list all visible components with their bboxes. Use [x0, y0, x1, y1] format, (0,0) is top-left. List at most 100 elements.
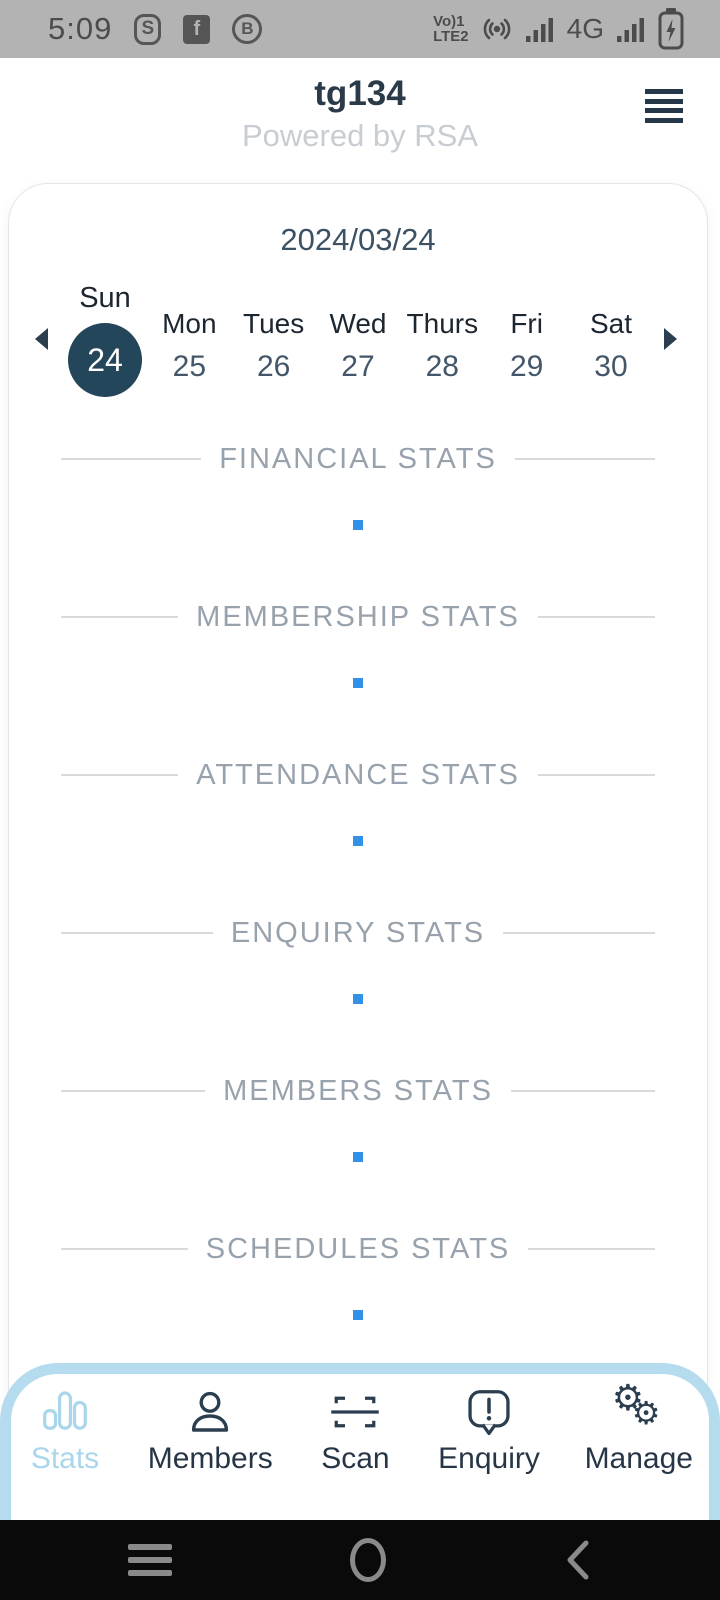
- battery-charging-icon: [658, 8, 684, 50]
- nav-item-enquiry[interactable]: Enquiry: [438, 1386, 540, 1476]
- loading-spinner: [353, 520, 363, 530]
- divider-line: [61, 616, 179, 618]
- stats-card: 2024/03/24 Sun 24 Mon 25 Tues 26 Wed: [8, 183, 708, 1543]
- nav-label-scan: Scan: [321, 1442, 390, 1475]
- volte-line1: Vo)1: [433, 13, 465, 30]
- selected-day-circle: 24: [68, 323, 142, 397]
- gear-glyph: ⚙: [611, 1378, 645, 1419]
- nav-item-scan[interactable]: Scan: [317, 1386, 393, 1476]
- volte-line2: LTE2: [433, 28, 469, 45]
- section-header: ATTENDANCE STATS: [9, 758, 707, 792]
- section-attendance-stats: ATTENDANCE STATS: [9, 758, 707, 916]
- week-days: Sun 24 Mon 25 Tues 26 Wed 27 Thurs 28: [9, 282, 707, 397]
- divider-line: [61, 1248, 188, 1250]
- recents-button[interactable]: [128, 1544, 172, 1576]
- volte-indicator: Vo)1 LTE2: [433, 14, 469, 44]
- day-name: Mon: [162, 308, 217, 339]
- divider-line: [61, 458, 202, 460]
- day-name: Thurs: [406, 308, 479, 339]
- section-title: MEMBERSHIP STATS: [196, 600, 520, 633]
- day-cell-monday[interactable]: Mon 25: [149, 282, 229, 397]
- section-title: ENQUIRY STATS: [230, 916, 486, 949]
- divider-line: [528, 1248, 656, 1250]
- divider-line: [514, 458, 656, 460]
- notification-b-icon: B: [232, 14, 263, 44]
- section-membership-stats: MEMBERSHIP STATS: [9, 600, 707, 758]
- home-button[interactable]: [350, 1538, 386, 1582]
- section-title: ATTENDANCE STATS: [196, 758, 520, 791]
- hotspot-icon: [481, 13, 513, 45]
- day-name: Wed: [329, 308, 387, 339]
- divider-line: [503, 932, 656, 934]
- section-title: FINANCIAL STATS: [219, 442, 497, 475]
- app-subtitle: Powered by RSA: [241, 118, 479, 153]
- person-icon: [186, 1386, 234, 1438]
- network-type-label: 4G: [566, 13, 604, 44]
- nav-item-manage[interactable]: ⚙ ⚙ Manage: [584, 1378, 693, 1476]
- divider-line: [61, 932, 213, 934]
- back-button[interactable]: [564, 1538, 592, 1582]
- day-number: 27: [341, 350, 375, 383]
- status-bar: 5:09 S f B Vo)1 LTE2: [0, 0, 720, 58]
- bottom-navigation-bar: Stats Members Scan: [0, 1363, 720, 1520]
- hamburger-menu-button[interactable]: [645, 89, 683, 123]
- clock: 5:09: [48, 11, 113, 46]
- loading-spinner: [353, 1152, 363, 1162]
- day-cell-tuesday[interactable]: Tues 26: [234, 282, 314, 397]
- section-header: FINANCIAL STATS: [9, 442, 707, 476]
- day-cell-wednesday[interactable]: Wed 27: [318, 282, 398, 397]
- signal-bars-icon: [525, 15, 555, 43]
- day-cell-thursday[interactable]: Thurs 28: [402, 282, 482, 397]
- day-cell-friday[interactable]: Fri 29: [487, 282, 567, 397]
- day-number: 29: [509, 350, 544, 383]
- next-week-arrow[interactable]: [664, 328, 677, 350]
- previous-week-arrow[interactable]: [35, 328, 48, 350]
- loading-spinner: [353, 1310, 363, 1320]
- loading-spinner: [353, 678, 363, 688]
- selected-date-label: 2024/03/24: [280, 222, 436, 257]
- day-name: Sat: [589, 308, 632, 339]
- section-schedules-stats: SCHEDULES STATS: [9, 1232, 707, 1390]
- recents-bar: [128, 1557, 172, 1563]
- nav-item-stats[interactable]: Stats: [27, 1386, 103, 1476]
- section-header: SCHEDULES STATS: [9, 1232, 707, 1266]
- android-system-nav: [0, 1520, 720, 1600]
- divider-line: [537, 616, 656, 618]
- scan-icon: [330, 1386, 380, 1438]
- nav-label-enquiry: Enquiry: [438, 1442, 540, 1475]
- enquiry-bubble-icon: [465, 1386, 513, 1438]
- day-cell-sunday[interactable]: Sun 24: [65, 282, 145, 397]
- section-title: MEMBERS STATS: [223, 1074, 493, 1107]
- section-members-stats: MEMBERS STATS: [9, 1074, 707, 1232]
- day-number: 25: [172, 350, 207, 383]
- nav-label-members: Members: [147, 1442, 273, 1475]
- status-bar-right: Vo)1 LTE2 4G: [433, 8, 684, 50]
- status-bar-left: 5:09 S f B: [48, 11, 263, 47]
- section-header: MEMBERSHIP STATS: [9, 600, 707, 634]
- week-calendar-strip: Sun 24 Mon 25 Tues 26 Wed 27 Thurs 28: [9, 282, 707, 412]
- hamburger-bar: [645, 98, 683, 104]
- gear-glyph: ⚙: [631, 1394, 661, 1432]
- day-number: 26: [256, 350, 291, 383]
- nav-item-members[interactable]: Members: [148, 1386, 273, 1476]
- hamburger-bar: [645, 117, 683, 123]
- nav-label-manage: Manage: [584, 1442, 693, 1475]
- divider-line: [510, 1090, 655, 1092]
- day-name: Fri: [510, 308, 543, 339]
- day-cell-saturday[interactable]: Sat 30: [571, 282, 651, 397]
- bar-chart-icon: [42, 1386, 88, 1438]
- divider-line: [61, 774, 179, 776]
- notification-bag-icon: f: [183, 14, 211, 44]
- signal-bars-icon-2: [616, 15, 646, 43]
- section-header: MEMBERS STATS: [9, 1074, 707, 1108]
- gears-icon: ⚙ ⚙: [612, 1378, 666, 1438]
- stats-sections: FINANCIAL STATS MEMBERSHIP STATS ATTENDA…: [9, 442, 707, 1390]
- recents-bar: [128, 1544, 172, 1550]
- day-number: 30: [594, 350, 628, 383]
- day-name: Sun: [79, 282, 131, 314]
- section-header: ENQUIRY STATS: [9, 916, 707, 950]
- recents-bar: [128, 1570, 172, 1576]
- section-title: SCHEDULES STATS: [205, 1232, 511, 1265]
- loading-spinner: [353, 836, 363, 846]
